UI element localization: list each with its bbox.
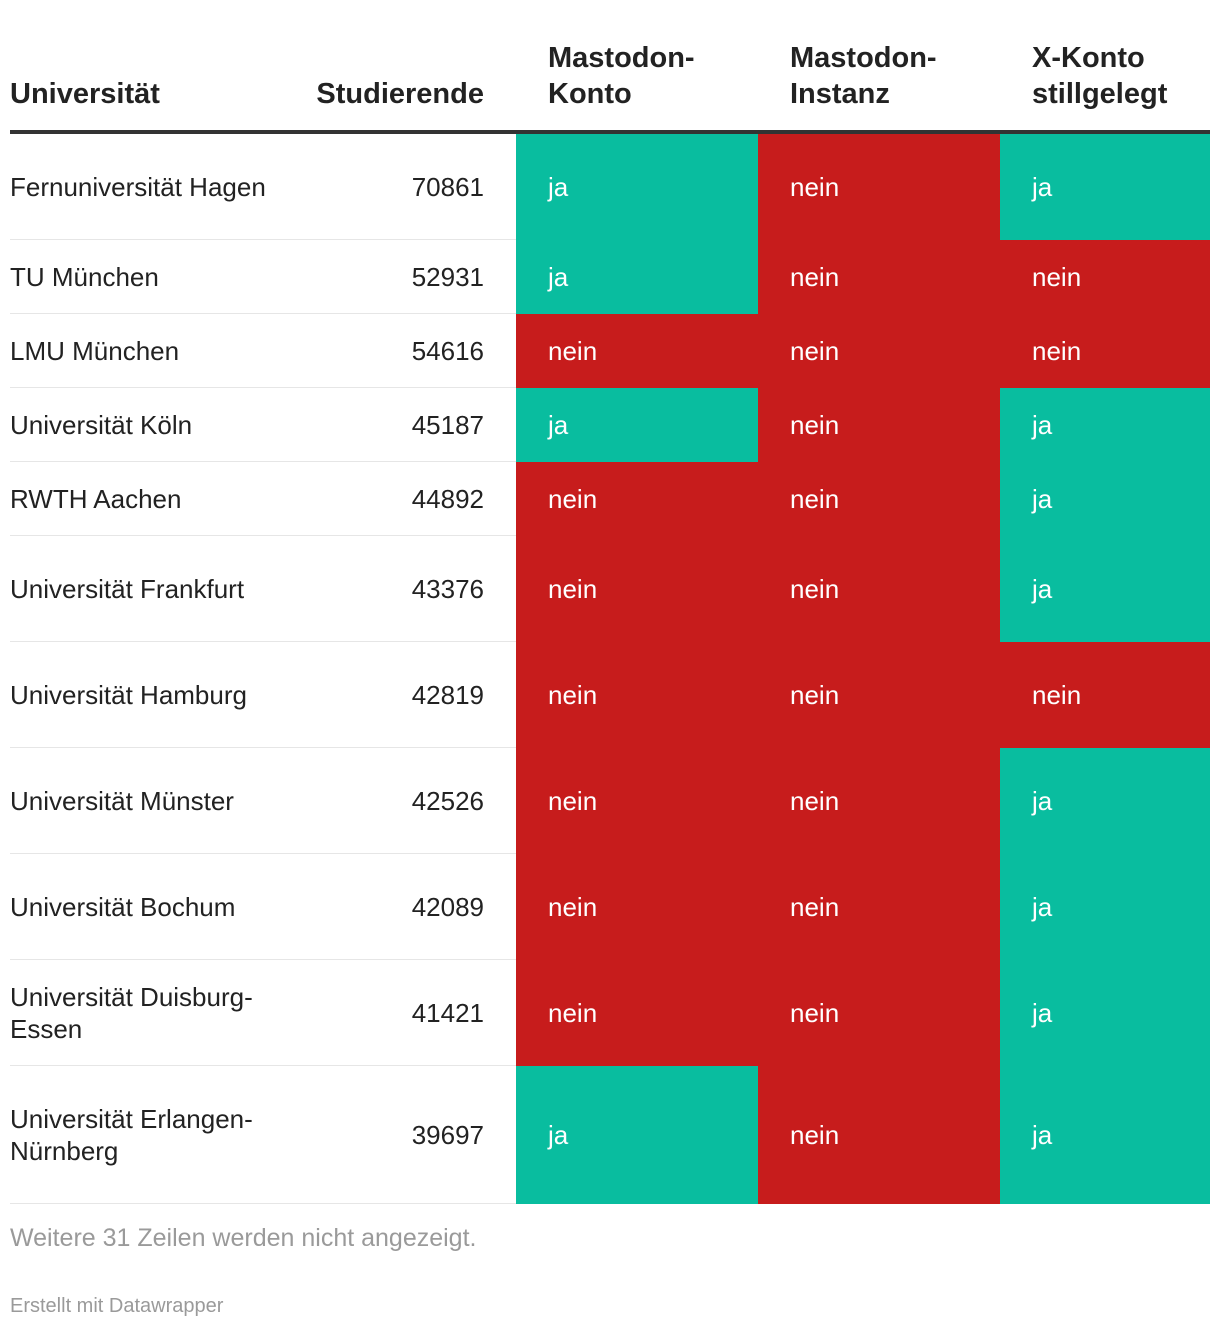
cell-universitaet: Universität Bochum bbox=[10, 854, 270, 960]
table-row: Fernuniversität Hagen 70861 ja nein ja bbox=[10, 134, 1210, 240]
cell-mastodon-konto: ja bbox=[516, 134, 758, 240]
table-body: Fernuniversität Hagen 70861 ja nein ja TU Mün… bbox=[10, 134, 1210, 1204]
cell-universitaet: Universität Erlangen-Nürnberg bbox=[10, 1066, 270, 1204]
table-row: Universität Münster 42526 nein nein ja bbox=[10, 748, 1210, 854]
cell-x-konto: ja bbox=[1000, 536, 1210, 642]
cell-studierende: 43376 bbox=[270, 536, 516, 642]
cell-x-konto: ja bbox=[1000, 748, 1210, 854]
cell-studierende: 39697 bbox=[270, 1066, 516, 1204]
cell-x-konto: ja bbox=[1000, 134, 1210, 240]
cell-mastodon-konto: nein bbox=[516, 314, 758, 388]
cell-universitaet: RWTH Aachen bbox=[10, 462, 270, 536]
cell-mastodon-instanz: nein bbox=[758, 642, 1000, 748]
cell-universitaet: Universität Münster bbox=[10, 748, 270, 854]
cell-mastodon-konto: ja bbox=[516, 240, 758, 314]
cell-mastodon-instanz: nein bbox=[758, 462, 1000, 536]
table-row: Universität Köln 45187 ja nein ja bbox=[10, 388, 1210, 462]
table-row: Universität Duisburg-Essen 41421 nein nein j… bbox=[10, 960, 1210, 1066]
table-row: Universität Erlangen-Nürnberg 39697 ja nein… bbox=[10, 1066, 1210, 1204]
cell-mastodon-instanz: nein bbox=[758, 854, 1000, 960]
cell-mastodon-konto: ja bbox=[516, 388, 758, 462]
cell-universitaet: LMU München bbox=[10, 314, 270, 388]
cell-mastodon-instanz: nein bbox=[758, 240, 1000, 314]
cell-mastodon-instanz: nein bbox=[758, 134, 1000, 240]
header-studierende[interactable]: Studierende bbox=[316, 78, 484, 110]
cell-studierende: 44892 bbox=[270, 462, 516, 536]
cell-mastodon-instanz: nein bbox=[758, 314, 1000, 388]
cell-x-konto: ja bbox=[1000, 388, 1210, 462]
cell-x-konto: ja bbox=[1000, 462, 1210, 536]
table-header: Universität Studierende Mastodon-Konto M… bbox=[10, 0, 1210, 134]
cell-mastodon-instanz: nein bbox=[758, 960, 1000, 1066]
cell-universitaet: TU München bbox=[10, 240, 270, 314]
cell-mastodon-konto: nein bbox=[516, 748, 758, 854]
cell-studierende: 41421 bbox=[270, 960, 516, 1066]
cell-studierende: 42819 bbox=[270, 642, 516, 748]
cell-universitaet: Universität Köln bbox=[10, 388, 270, 462]
header-x-konto[interactable]: X-Konto stillgelegt bbox=[1032, 42, 1168, 110]
table-row: RWTH Aachen 44892 nein nein ja bbox=[10, 462, 1210, 536]
data-table: Universität Studierende Mastodon-Konto M… bbox=[10, 0, 1210, 1204]
cell-studierende: 42526 bbox=[270, 748, 516, 854]
cell-mastodon-konto: nein bbox=[516, 854, 758, 960]
cell-x-konto: ja bbox=[1000, 960, 1210, 1066]
cell-mastodon-instanz: nein bbox=[758, 748, 1000, 854]
cell-mastodon-instanz: nein bbox=[758, 388, 1000, 462]
table-row: TU München 52931 ja nein nein bbox=[10, 240, 1210, 314]
cell-studierende: 54616 bbox=[270, 314, 516, 388]
header-mastodon-konto[interactable]: Mastodon-Konto bbox=[548, 42, 695, 110]
footnote: Weitere 31 Zeilen werden nicht angezeigt… bbox=[10, 1224, 477, 1252]
cell-mastodon-instanz: nein bbox=[758, 1066, 1000, 1204]
cell-mastodon-konto: nein bbox=[516, 960, 758, 1066]
cell-mastodon-konto: nein bbox=[516, 462, 758, 536]
cell-mastodon-konto: nein bbox=[516, 642, 758, 748]
cell-x-konto: ja bbox=[1000, 1066, 1210, 1204]
cell-universitaet: Universität Frankfurt bbox=[10, 536, 270, 642]
table-row: LMU München 54616 nein nein nein bbox=[10, 314, 1210, 388]
cell-x-konto: nein bbox=[1000, 642, 1210, 748]
cell-universitaet: Universität Hamburg bbox=[10, 642, 270, 748]
table-row: Universität Hamburg 42819 nein nein nein bbox=[10, 642, 1210, 748]
cell-x-konto: nein bbox=[1000, 240, 1210, 314]
header-mastodon-instanz[interactable]: Mastodon-Instanz bbox=[790, 42, 937, 110]
table-row: Universität Frankfurt 43376 nein nein ja bbox=[10, 536, 1210, 642]
header-universitaet[interactable]: Universität bbox=[10, 78, 160, 110]
cell-mastodon-konto: nein bbox=[516, 536, 758, 642]
cell-mastodon-instanz: nein bbox=[758, 536, 1000, 642]
cell-mastodon-konto: ja bbox=[516, 1066, 758, 1204]
cell-universitaet: Fernuniversität Hagen bbox=[10, 134, 270, 240]
cell-x-konto: ja bbox=[1000, 854, 1210, 960]
cell-studierende: 42089 bbox=[270, 854, 516, 960]
cell-x-konto: nein bbox=[1000, 314, 1210, 388]
table-row: Universität Bochum 42089 nein nein ja bbox=[10, 854, 1210, 960]
credit: Erstellt mit Datawrapper bbox=[10, 1295, 224, 1317]
cell-studierende: 52931 bbox=[270, 240, 516, 314]
cell-studierende: 70861 bbox=[270, 134, 516, 240]
cell-universitaet: Universität Duisburg-Essen bbox=[10, 960, 270, 1066]
cell-studierende: 45187 bbox=[270, 388, 516, 462]
